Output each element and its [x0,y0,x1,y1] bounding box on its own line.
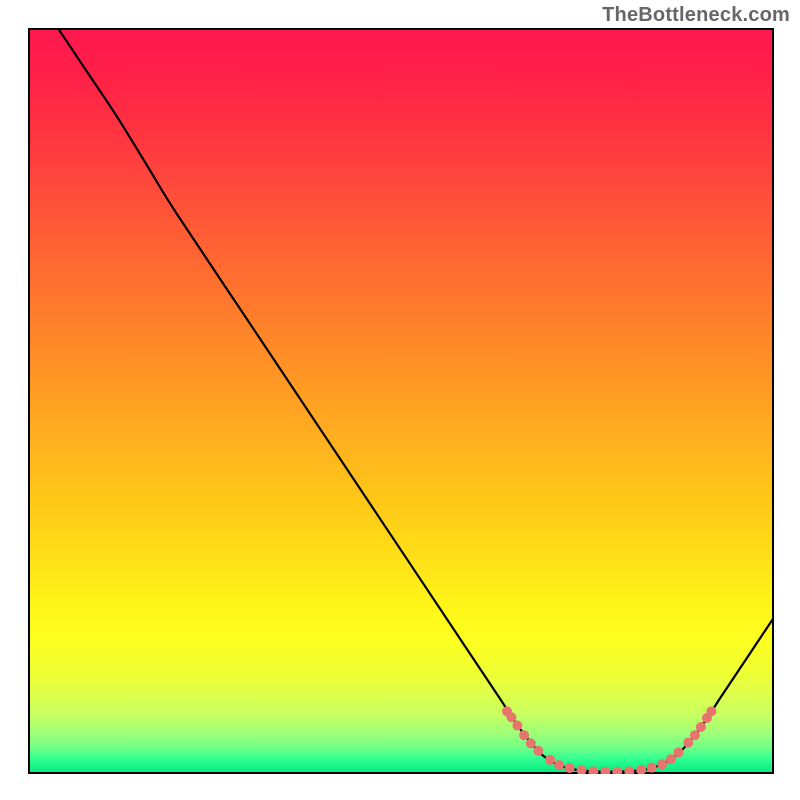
data-marker [565,763,575,773]
data-marker [657,759,667,769]
data-marker [690,730,700,740]
data-marker [666,754,676,764]
chart-frame: TheBottleneck.com [0,0,800,800]
chart-svg [28,28,774,774]
data-marker [533,746,543,756]
data-marker [545,755,555,765]
data-marker [683,738,693,748]
data-marker [674,747,684,757]
data-marker [506,712,516,722]
data-marker [706,706,716,716]
data-marker [647,763,657,773]
data-marker [526,738,536,748]
gradient-background [28,28,774,774]
data-marker [519,730,529,740]
plot-area [28,28,774,774]
data-marker [512,721,522,731]
data-marker [696,722,706,732]
watermark-text: TheBottleneck.com [602,4,790,27]
data-marker [554,760,564,770]
